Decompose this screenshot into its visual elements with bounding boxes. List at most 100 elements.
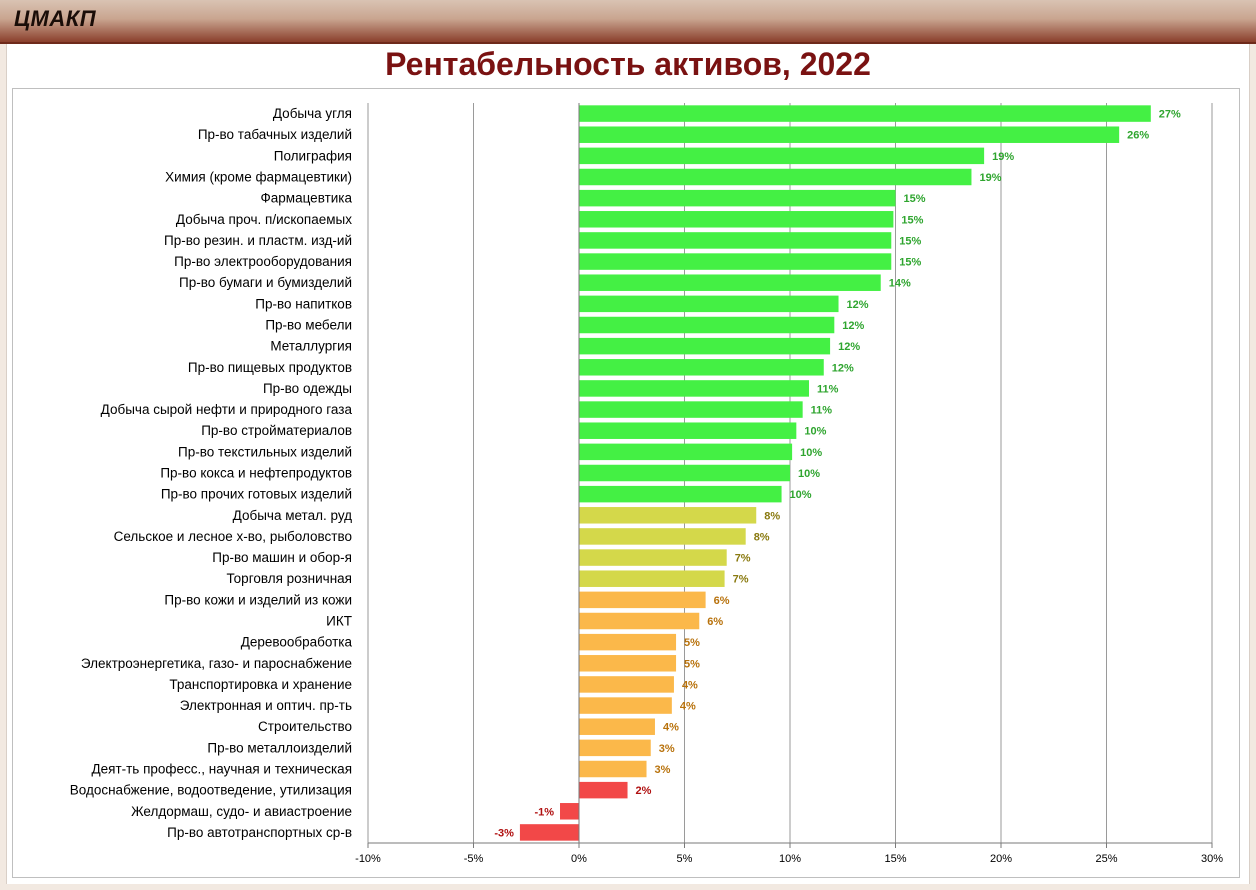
category-label: Торговля розничная: [226, 571, 352, 586]
bar: [579, 612, 700, 630]
bar: [579, 485, 782, 503]
data-label: 12%: [842, 320, 864, 332]
data-label: 15%: [904, 193, 926, 205]
x-tick-label: 20%: [990, 853, 1012, 865]
category-label: Пр-во одежды: [263, 381, 352, 396]
category-label: Полиграфия: [274, 148, 352, 163]
category-label: Пр-во мебели: [265, 318, 352, 333]
category-label: Добыча проч. п/ископаемых: [176, 212, 352, 227]
category-label: Пр-во табачных изделий: [198, 127, 352, 142]
category-label: Добыча сырой нефти и природного газа: [101, 402, 353, 417]
data-label: 10%: [804, 426, 826, 438]
category-label: Деревообработка: [241, 635, 353, 650]
bar: [579, 295, 839, 313]
data-label: 4%: [680, 701, 696, 713]
category-label: Пр-во прочих готовых изделий: [161, 487, 352, 502]
bar: [579, 211, 894, 228]
data-label: 26%: [1127, 130, 1149, 142]
category-label: Электроэнергетика, газо- и пароснабжение: [81, 656, 352, 671]
bar: [579, 422, 797, 439]
x-tick-label: 30%: [1201, 853, 1223, 865]
data-label: 2%: [636, 785, 652, 797]
category-label: Электронная и оптич. пр-ть: [180, 698, 352, 713]
bar: [579, 760, 647, 778]
data-label: 12%: [847, 299, 869, 311]
bar: [579, 739, 651, 757]
bar: [579, 528, 746, 545]
x-tick-label: 0%: [571, 853, 587, 865]
category-label: Транспортировка и хранение: [169, 677, 352, 692]
data-label: 7%: [735, 553, 751, 565]
data-label: 5%: [684, 658, 700, 670]
bar: [579, 507, 757, 524]
x-tick-label: 5%: [677, 853, 693, 865]
data-label: 15%: [899, 235, 921, 247]
category-label: Пр-во напитков: [255, 296, 352, 311]
x-tick-label: 25%: [1095, 853, 1117, 865]
category-label: Строительство: [258, 719, 352, 734]
category-label: Химия (кроме фармацевтики): [165, 170, 352, 185]
bar: [579, 105, 1151, 122]
data-label: 5%: [684, 637, 700, 649]
bar: [579, 549, 727, 566]
bar: [579, 633, 677, 651]
brand-logo: ЦМАКП: [14, 6, 97, 31]
bar: [579, 253, 892, 270]
data-label: 10%: [798, 468, 820, 480]
category-label: Пр-во металлоизделий: [207, 740, 352, 755]
data-label: 15%: [901, 214, 923, 226]
x-tick-label: -5%: [464, 853, 484, 865]
bar: [560, 803, 579, 820]
x-tick-label: -10%: [355, 853, 381, 865]
data-label: 4%: [663, 722, 679, 734]
category-label: Деят-ть професс., научная и техническая: [91, 762, 352, 777]
bar: [579, 232, 892, 249]
data-label: 27%: [1159, 109, 1181, 121]
data-label: 10%: [800, 447, 822, 459]
bar: [579, 316, 835, 334]
category-label: Пр-во пищевых продуктов: [188, 360, 352, 375]
data-label: 7%: [733, 574, 749, 586]
data-label: 15%: [899, 257, 921, 269]
data-label: 8%: [764, 510, 780, 522]
data-label: 11%: [817, 383, 839, 395]
data-label: 10%: [790, 489, 812, 501]
category-label: Пр-во кокса и нефтепродуктов: [160, 466, 352, 481]
x-tick-label: 10%: [779, 853, 801, 865]
data-label: 19%: [979, 172, 1001, 184]
bar: [579, 591, 706, 609]
category-label: Пр-во машин и обор-я: [212, 550, 352, 565]
bar: [579, 380, 809, 397]
top-band: ЦМАКП: [0, 0, 1256, 44]
category-label: Пр-во кожи и изделий из кожи: [164, 592, 352, 607]
data-label: 3%: [655, 764, 671, 776]
category-label: Добыча метал. руд: [233, 508, 352, 523]
bar: [579, 189, 896, 207]
bar: [579, 401, 803, 418]
bar: [579, 443, 793, 461]
category-label: Водоснабжение, водоотведение, утилизация: [70, 783, 352, 798]
bar: [579, 168, 972, 186]
data-label: -1%: [534, 806, 554, 818]
category-label: Пр-во автотранспортных ср-в: [167, 825, 352, 840]
data-label: -3%: [494, 827, 514, 839]
category-label: Пр-во бумаги и бумизделий: [179, 275, 352, 290]
data-label: 4%: [682, 679, 698, 691]
category-label: Добыча угля: [273, 106, 352, 121]
data-label: 12%: [838, 341, 860, 353]
data-label: 3%: [659, 743, 675, 755]
bar: [579, 274, 881, 291]
category-label: Металлургия: [270, 339, 352, 354]
bar: [579, 781, 628, 799]
data-label: 11%: [811, 405, 833, 417]
data-label: 6%: [714, 595, 730, 607]
bar: [579, 464, 790, 482]
bar: [579, 359, 824, 376]
chart-title: Рентабельность активов, 2022: [385, 46, 871, 82]
data-label: 14%: [889, 278, 911, 290]
category-label: ИКТ: [326, 614, 352, 629]
bar: [579, 676, 674, 693]
category-label: Пр-во резин. и пластм. изд-ий: [164, 233, 352, 248]
bar: [519, 824, 579, 841]
